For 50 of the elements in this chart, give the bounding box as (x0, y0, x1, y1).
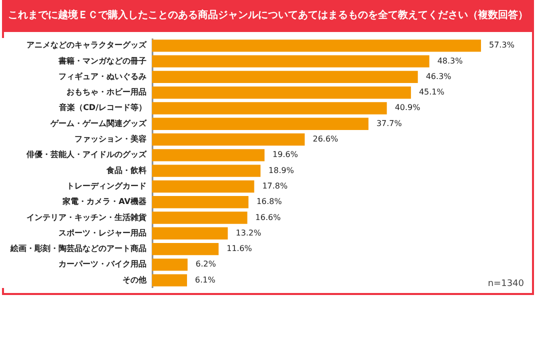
bar (152, 258, 188, 271)
data-label: 6.2% (196, 260, 216, 269)
data-label: 18.9% (268, 166, 294, 175)
bar (152, 133, 305, 146)
data-label: 16.6% (255, 212, 282, 222)
data-label: 13.2% (236, 228, 262, 238)
bar (152, 242, 219, 256)
y-tick-label: カーパーツ・バイク用品 (58, 260, 146, 269)
y-tick-label: スポーツ・レジャー用品 (58, 228, 146, 238)
data-label: 26.6% (312, 134, 339, 144)
bar (152, 196, 248, 208)
data-label: 40.9% (394, 103, 421, 112)
bar (152, 212, 248, 224)
y-tick-label: フィギュア・ぬいぐるみ (58, 72, 146, 81)
y-tick-label: 音楽（CD/レコード等） (58, 102, 146, 112)
y-tick-label: 食品・飲料 (106, 166, 146, 175)
chart-title: これまでに越境ＥＣで購入したことのある商品ジャンルについてあてはまるものを全て教えてください（複数回答） (2, 0, 534, 32)
text: n=1340 (488, 279, 524, 289)
y-tick-label: インテリア・キッチン・生活雑貨 (26, 212, 148, 222)
data-label: 17.8% (262, 181, 288, 190)
data-label: 45.1% (418, 88, 445, 97)
y-tick-label: おもちゃ・ホビー用品 (66, 88, 146, 97)
data-label: 37.7% (376, 118, 402, 128)
y-tick-label: ゲーム・ゲーム関連グッズ (50, 118, 148, 128)
data-label: 46.3% (426, 72, 452, 81)
y-tick-label: 書籍・マンガなどの冊子 (58, 56, 146, 66)
data-label: 11.6% (226, 244, 252, 254)
data-label: 48.3% (437, 56, 464, 66)
y-tick-label: 絵画・彫刻・陶芸品などのアート商品 (10, 243, 146, 254)
y-tick-label: その他 (122, 275, 148, 284)
y-tick-label: ファッション・美容 (74, 134, 148, 144)
data-label: 19.6% (272, 150, 298, 160)
data-label: 6.1% (195, 275, 216, 284)
bar (152, 102, 387, 114)
bar (152, 227, 228, 240)
bar (152, 180, 254, 193)
y-tick-label: トレーディングカード (66, 181, 146, 190)
y-tick-label: アニメなどのキャラクターグッズ (26, 40, 148, 50)
bar (152, 149, 265, 162)
bar (152, 70, 418, 84)
data-label: 57.3% (489, 40, 515, 50)
bar (152, 164, 261, 177)
bar (152, 118, 368, 130)
y-tick-label: 俳優・芸能人・アイドルのグッズ (26, 150, 148, 160)
data-label: 16.8% (256, 197, 282, 206)
y-tick-label: 家電・カメラ・AV機器 (62, 196, 146, 206)
bar (152, 40, 481, 52)
bar (152, 274, 188, 286)
bar (152, 55, 430, 68)
bar (152, 86, 411, 99)
